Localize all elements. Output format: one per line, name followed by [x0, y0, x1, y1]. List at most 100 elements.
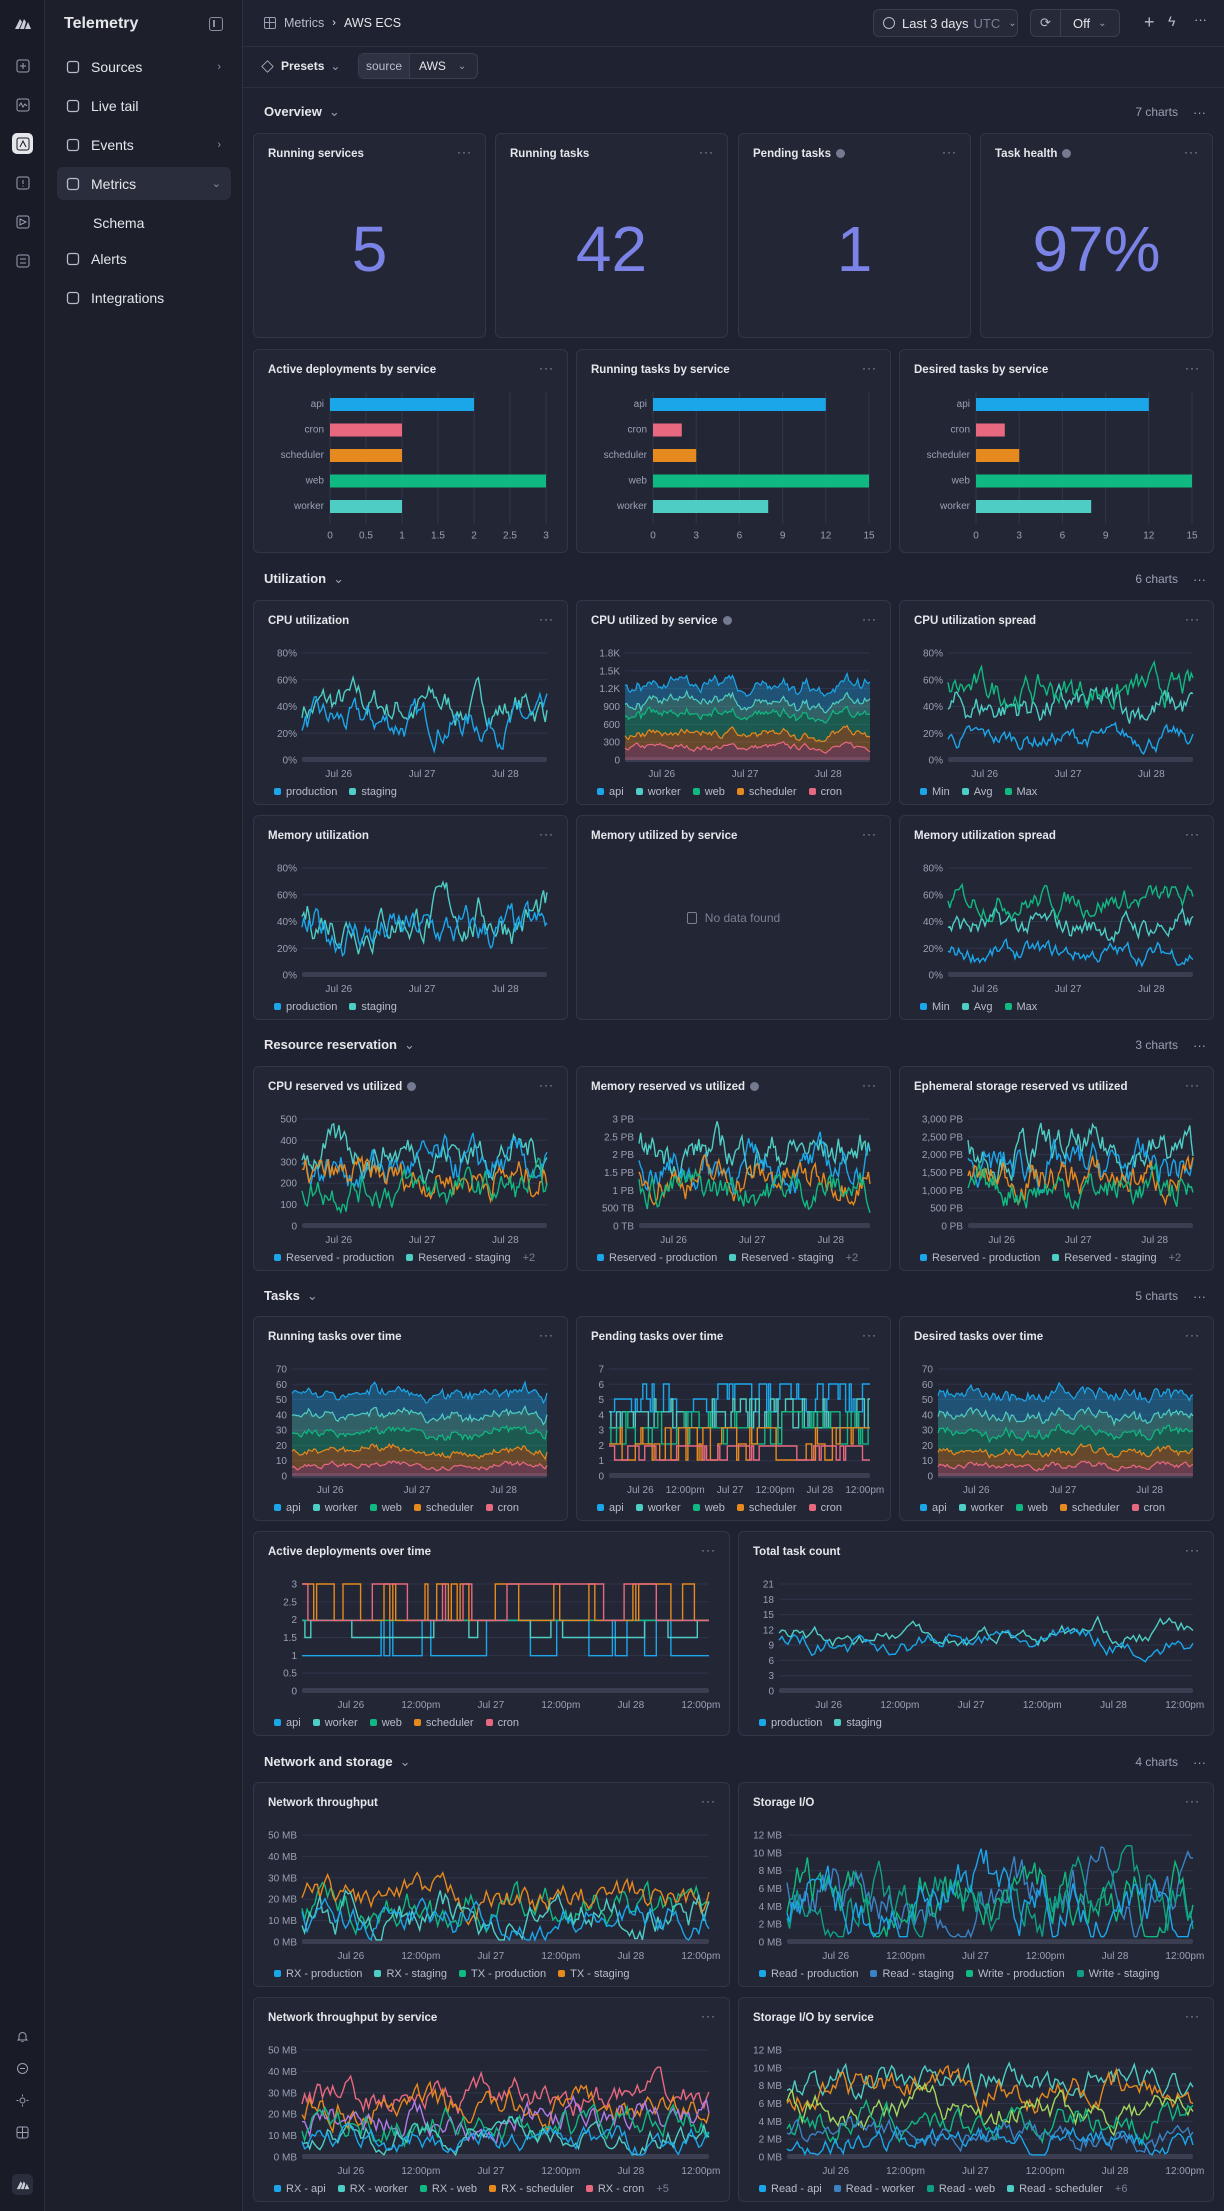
- card-menu-icon[interactable]: ···: [539, 1328, 554, 1342]
- legend-item[interactable]: cron: [808, 1502, 842, 1514]
- section-network[interactable]: Network and storage ⌄ 4 charts ···: [243, 1747, 1224, 1777]
- legend-item[interactable]: RX - production: [274, 1968, 362, 1980]
- card-menu-icon[interactable]: ···: [457, 145, 472, 159]
- legend-item[interactable]: production: [274, 1001, 337, 1013]
- legend-item[interactable]: production: [759, 1717, 822, 1729]
- lightning-icon[interactable]: ϟ: [1168, 13, 1176, 29]
- legend-item[interactable]: scheduler: [413, 1717, 474, 1729]
- legend-item[interactable]: web: [692, 1502, 725, 1514]
- refresh-interval[interactable]: Off: [1073, 15, 1091, 31]
- legend-item[interactable]: Reserved - production: [597, 1252, 717, 1264]
- legend-item[interactable]: cron: [485, 1502, 519, 1514]
- legend-item[interactable]: RX - api: [274, 2183, 326, 2195]
- legend-item[interactable]: worker: [635, 786, 681, 798]
- legend-item[interactable]: Reserved - production: [920, 1252, 1040, 1264]
- legend-item[interactable]: staging: [834, 1717, 882, 1729]
- legend-item[interactable]: Reserved - staging: [406, 1252, 511, 1264]
- card-menu-icon[interactable]: ···: [539, 1078, 554, 1092]
- legend-item[interactable]: api: [920, 1502, 947, 1514]
- legend-item[interactable]: api: [274, 1502, 301, 1514]
- legend-item[interactable]: Read - staging: [870, 1968, 954, 1980]
- collapse-sidebar-icon[interactable]: [209, 17, 223, 31]
- logo-icon[interactable]: [12, 12, 33, 33]
- card-menu-icon[interactable]: ···: [1185, 1078, 1200, 1092]
- section-more-icon[interactable]: ···: [1193, 1037, 1206, 1053]
- legend-item[interactable]: Read - web: [926, 2183, 995, 2195]
- legend-item[interactable]: Read - api: [759, 2183, 822, 2195]
- section-tasks[interactable]: Tasks ⌄ 5 charts ···: [243, 1281, 1224, 1311]
- card-menu-icon[interactable]: ···: [1185, 1328, 1200, 1342]
- sun-icon[interactable]: [12, 2090, 33, 2111]
- card-menu-icon[interactable]: ···: [1185, 2009, 1200, 2023]
- more-icon[interactable]: ···: [1194, 12, 1207, 27]
- plus-square-icon[interactable]: [12, 55, 33, 76]
- info-icon[interactable]: [1062, 149, 1072, 158]
- sidebar-item-events[interactable]: Events ›: [57, 128, 231, 161]
- sidebar-item-schema[interactable]: Schema: [57, 206, 231, 239]
- legend-item[interactable]: cron: [1131, 1502, 1165, 1514]
- info-icon[interactable]: [750, 1082, 760, 1091]
- card-menu-icon[interactable]: ···: [539, 827, 554, 841]
- legend-item[interactable]: Read - worker: [833, 2183, 915, 2195]
- card-menu-icon[interactable]: ···: [701, 2009, 716, 2023]
- source-filter[interactable]: source AWS ⌄: [358, 53, 478, 79]
- chat-icon[interactable]: [12, 2058, 33, 2079]
- card-menu-icon[interactable]: ···: [862, 827, 877, 841]
- legend-item[interactable]: RX - worker: [337, 2183, 408, 2195]
- legend-item[interactable]: Min: [920, 1001, 950, 1013]
- sidebar-item-alerts[interactable]: Alerts: [57, 242, 231, 275]
- sidebar-item-metrics[interactable]: Metrics ⌄: [57, 167, 231, 200]
- card-menu-icon[interactable]: ···: [701, 1794, 716, 1808]
- legend-item[interactable]: api: [597, 786, 624, 798]
- legend-item[interactable]: TX - staging: [558, 1968, 629, 1980]
- legend-item[interactable]: Avg: [961, 786, 993, 798]
- legend-item[interactable]: cron: [808, 786, 842, 798]
- legend-item[interactable]: RX - staging: [374, 1968, 447, 1980]
- card-menu-icon[interactable]: ···: [701, 1543, 716, 1557]
- section-title[interactable]: Overview ⌄: [264, 104, 340, 120]
- section-more-icon[interactable]: ···: [1193, 1754, 1206, 1770]
- refresh-control[interactable]: ⟳ Off ⌄: [1030, 9, 1120, 37]
- legend-item[interactable]: RX - cron: [585, 2183, 644, 2195]
- legend-item[interactable]: web: [1015, 1502, 1048, 1514]
- time-range-picker[interactable]: Last 3 days UTC ⌄: [873, 9, 1018, 37]
- info-icon[interactable]: [722, 616, 732, 625]
- apps-icon[interactable]: [12, 2122, 33, 2143]
- legend-item[interactable]: TX - production: [458, 1968, 546, 1980]
- workspace-avatar[interactable]: [12, 2174, 33, 2195]
- legend-item[interactable]: Avg: [961, 1001, 993, 1013]
- legend-item[interactable]: Write - staging: [1076, 1968, 1159, 1980]
- legend-item[interactable]: Write - production: [966, 1968, 1065, 1980]
- section-title[interactable]: Resource reservation ⌄: [264, 1037, 415, 1053]
- card-menu-icon[interactable]: ···: [862, 1078, 877, 1092]
- legend-item[interactable]: Max: [1004, 786, 1037, 798]
- legend-item[interactable]: cron: [485, 1717, 519, 1729]
- legend-item[interactable]: worker: [958, 1502, 1004, 1514]
- card-menu-icon[interactable]: ···: [1185, 361, 1200, 375]
- alert-square-icon[interactable]: [12, 172, 33, 193]
- legend-more[interactable]: +6: [1114, 2183, 1128, 2195]
- legend-item[interactable]: RX - scheduler: [489, 2183, 574, 2195]
- legend-item[interactable]: scheduler: [736, 786, 797, 798]
- legend-item[interactable]: Read - production: [759, 1968, 858, 1980]
- section-title[interactable]: Tasks ⌄: [264, 1288, 318, 1304]
- legend-item[interactable]: staging: [349, 1001, 397, 1013]
- legend-item[interactable]: worker: [635, 1502, 681, 1514]
- legend-item[interactable]: scheduler: [736, 1502, 797, 1514]
- info-icon[interactable]: [407, 1082, 417, 1091]
- card-menu-icon[interactable]: ···: [862, 361, 877, 375]
- send-icon[interactable]: [12, 211, 33, 232]
- legend-more[interactable]: +2: [522, 1252, 536, 1264]
- legend-item[interactable]: RX - web: [419, 2183, 477, 2195]
- card-menu-icon[interactable]: ···: [862, 612, 877, 626]
- legend-item[interactable]: worker: [312, 1717, 358, 1729]
- legend-item[interactable]: scheduler: [413, 1502, 474, 1514]
- card-menu-icon[interactable]: ···: [942, 145, 957, 159]
- card-menu-icon[interactable]: ···: [1185, 1543, 1200, 1557]
- legend-item[interactable]: web: [369, 1502, 402, 1514]
- section-more-icon[interactable]: ···: [1193, 104, 1206, 120]
- info-icon[interactable]: [835, 149, 845, 158]
- legend-item[interactable]: Max: [1004, 1001, 1037, 1013]
- legend-item[interactable]: web: [369, 1717, 402, 1729]
- legend-item[interactable]: scheduler: [1059, 1502, 1120, 1514]
